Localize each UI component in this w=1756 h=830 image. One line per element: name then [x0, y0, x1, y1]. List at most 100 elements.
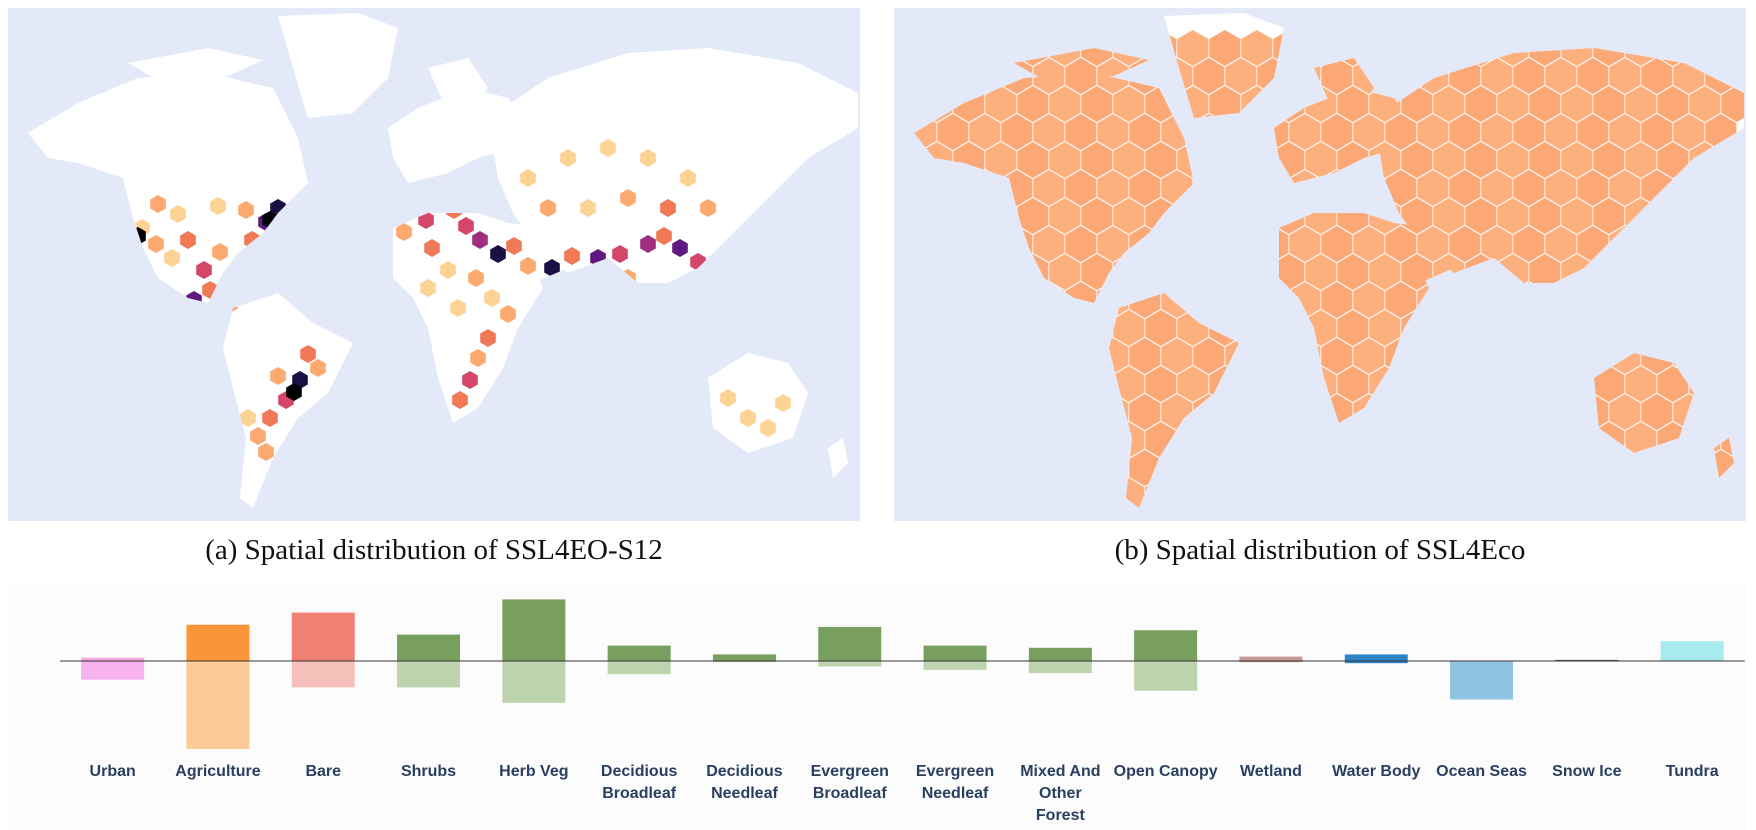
density-hex: [1145, 478, 1177, 508]
density-hex: [612, 245, 628, 263]
density-hex: [462, 371, 478, 389]
density-hex: [1065, 58, 1097, 94]
density-hex: [1289, 394, 1321, 430]
density-hex: [1097, 58, 1129, 94]
density-hex: [1049, 198, 1081, 234]
density-hex: [1433, 142, 1465, 178]
density-hex: [1033, 170, 1065, 206]
density-hex: [1241, 310, 1273, 346]
density-hex: [1593, 366, 1625, 402]
density-hex: [1081, 142, 1113, 178]
density-hex: [1529, 86, 1561, 122]
bar-up-6: [712, 654, 776, 661]
density-hex: [1353, 114, 1385, 150]
density-hex: [1017, 422, 1049, 458]
density-hex: [484, 289, 500, 307]
bar-down-3: [397, 661, 461, 688]
density-hex: [1065, 450, 1097, 486]
density-hex: [1049, 366, 1081, 402]
density-hex: [270, 367, 286, 385]
density-hex: [1609, 58, 1641, 94]
density-hex: [450, 299, 466, 317]
density-hex: [544, 259, 560, 277]
density-hex: [1065, 114, 1097, 150]
density-hex: [937, 450, 969, 486]
bar-down-10: [1134, 661, 1198, 691]
density-hex: [1193, 450, 1225, 486]
density-hex: [1577, 114, 1609, 150]
density-hex: [937, 282, 969, 318]
density-hex: [1033, 394, 1065, 430]
density-hex: [1385, 394, 1417, 430]
density-hex: [1305, 254, 1337, 290]
density-hex: [1497, 86, 1529, 122]
continent-scandinavia: [428, 58, 488, 118]
density-hex: [1609, 170, 1641, 206]
bar-up-3: [397, 634, 461, 661]
density-hex: [1097, 226, 1129, 262]
density-hex: [937, 58, 969, 94]
density-hex: [1033, 450, 1065, 486]
continent-africa: [393, 213, 543, 423]
category-label-5: Decidious Broadleaf: [601, 763, 678, 802]
density-hex: [420, 279, 436, 297]
density-hex: [1721, 30, 1744, 66]
density-hex: [1721, 310, 1744, 346]
density-hex: [452, 391, 468, 409]
density-hex: [1241, 198, 1273, 234]
category-label-15: Tundra: [1666, 763, 1719, 780]
density-hex: [1401, 254, 1433, 290]
density-hex: [1417, 226, 1449, 262]
density-hex: [1705, 394, 1737, 430]
density-hex: [1625, 142, 1657, 178]
density-hex: [396, 223, 412, 241]
bar-down-0: [81, 661, 145, 680]
density-hex: [1545, 170, 1577, 206]
density-hex: [1177, 478, 1209, 508]
density-hex: [1209, 142, 1241, 178]
density-hex: [1145, 142, 1177, 178]
density-hex: [1705, 170, 1737, 206]
density-hex: [1513, 170, 1545, 206]
bar-down-8: [923, 661, 987, 670]
density-hex: [1081, 198, 1113, 234]
bar-down-4: [502, 661, 566, 703]
density-hex: [969, 282, 1001, 318]
bar-down-13: [1450, 661, 1514, 700]
density-hex: [1065, 170, 1097, 206]
density-hex: [1417, 114, 1449, 150]
density-hex: [1481, 226, 1513, 262]
density-hex: [1673, 282, 1705, 318]
density-hex: [1337, 30, 1369, 66]
bar-up-14: [1555, 659, 1619, 661]
density-hex: [921, 198, 953, 234]
density-hex: [1113, 142, 1145, 178]
density-hex: [1561, 422, 1593, 458]
density-hex: [1193, 338, 1225, 374]
density-hex: [1497, 422, 1529, 458]
density-hex: [424, 239, 440, 257]
density-hex: [1449, 450, 1481, 486]
density-hex: [914, 58, 937, 94]
density-hex: [1225, 450, 1257, 486]
density-hex: [1001, 450, 1033, 486]
density-hex: [180, 231, 196, 249]
density-hex: [985, 366, 1017, 402]
density-hex: [953, 254, 985, 290]
density-hex: [1225, 226, 1257, 262]
density-hex: [1497, 310, 1529, 346]
density-hex: [1657, 310, 1689, 346]
density-hex: [1545, 114, 1577, 150]
density-hex: [921, 478, 953, 508]
density-hex: [1081, 478, 1113, 508]
density-hex: [1353, 170, 1385, 206]
density-hex: [1033, 114, 1065, 150]
density-hex: [672, 239, 688, 257]
density-hex: [258, 443, 274, 461]
density-hex: [1545, 58, 1577, 94]
density-hex: [1529, 478, 1561, 508]
density-hex: [1529, 310, 1561, 346]
density-hex: [1193, 170, 1225, 206]
density-hex: [1225, 170, 1257, 206]
density-hex: [985, 422, 1017, 458]
